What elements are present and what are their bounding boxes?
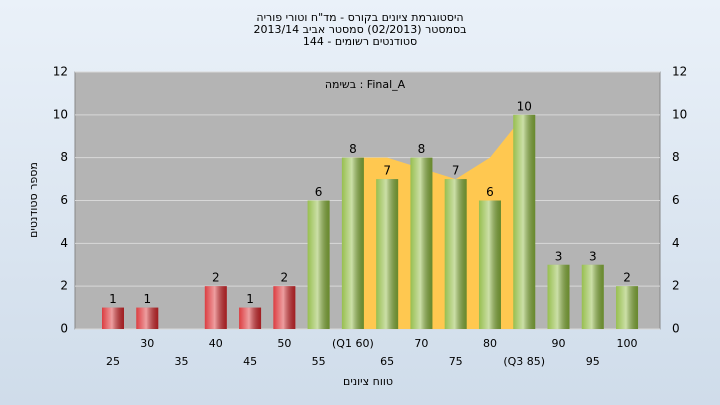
bar-shine	[136, 307, 159, 329]
y2-tick-label: 2	[672, 279, 680, 293]
y-tick-label: 0	[60, 322, 68, 336]
y2-tick-label: 10	[672, 107, 687, 121]
value-label: 8	[349, 142, 357, 156]
y-tick-label: 8	[60, 150, 68, 164]
title-line: בסמסטר (02/2013) סמסטר אביב 2013/14	[253, 23, 466, 36]
x-tick-label: 100	[617, 337, 638, 350]
bar-shine	[444, 179, 467, 329]
bar-shine	[239, 307, 262, 329]
x-tick-label: 80	[483, 337, 497, 350]
bar-shine	[341, 157, 364, 329]
x-tick-label: 30	[140, 337, 154, 350]
y-axis-label: מספר סטודנטים	[27, 162, 40, 238]
x-tick-label: (Q1 60)	[332, 337, 374, 350]
bar-shine	[273, 286, 296, 329]
bar-shine	[410, 157, 433, 329]
y-tick-label: 6	[60, 193, 68, 207]
bar-shine	[376, 179, 399, 329]
x-tick-label: 50	[277, 337, 291, 350]
value-label: 2	[623, 271, 631, 285]
value-label: 1	[109, 292, 117, 306]
value-label: 7	[452, 164, 460, 178]
value-label: 7	[383, 164, 391, 178]
value-label: 3	[555, 249, 563, 263]
value-label: 6	[486, 185, 494, 199]
y2-tick-label: 8	[672, 150, 680, 164]
y2-tick-label: 6	[672, 193, 680, 207]
bar-shine	[478, 200, 501, 329]
x-tick-label: 45	[243, 355, 257, 368]
annotation: בשימה : Final_A	[325, 78, 406, 91]
bar-shine	[204, 286, 227, 329]
title-line: היסטוגרמת ציונים בקורס - מד"ח וטורי פורי…	[256, 11, 463, 24]
bar-shine	[581, 264, 604, 329]
y-tick-label: 2	[60, 279, 68, 293]
x-tick-label: 40	[209, 337, 223, 350]
bar-shine	[513, 114, 536, 329]
x-tick-label: (Q3 85)	[503, 355, 545, 368]
y2-tick-label: 0	[672, 322, 680, 336]
y-tick-label: 10	[53, 107, 68, 121]
value-label: 1	[143, 292, 151, 306]
value-label: 2	[212, 271, 220, 285]
bar-shine	[547, 264, 570, 329]
x-tick-label: 95	[586, 355, 600, 368]
value-label: 3	[589, 249, 597, 263]
x-tick-label: 55	[312, 355, 326, 368]
y2-tick-label: 4	[672, 236, 680, 250]
value-label: 10	[517, 99, 532, 113]
x-tick-label: 70	[414, 337, 428, 350]
y-tick-label: 4	[60, 236, 68, 250]
bar-shine	[616, 286, 639, 329]
x-axis-label: טווח ציונים	[343, 375, 393, 388]
y-tick-label: 12	[53, 65, 68, 79]
value-label: 1	[246, 292, 254, 306]
bar-shine	[307, 200, 330, 329]
value-label: 6	[315, 185, 323, 199]
bar-shine	[102, 307, 124, 329]
value-label: 8	[418, 142, 426, 156]
value-label: 2	[281, 271, 289, 285]
x-tick-label: 25	[106, 355, 120, 368]
x-tick-label: 90	[552, 337, 566, 350]
y2-tick-label: 12	[672, 65, 687, 79]
x-tick-label: 65	[380, 355, 394, 368]
title-line: סטודנטים רשומים - 144	[303, 35, 417, 48]
x-tick-label: 35	[175, 355, 189, 368]
x-tick-label: 75	[449, 355, 463, 368]
